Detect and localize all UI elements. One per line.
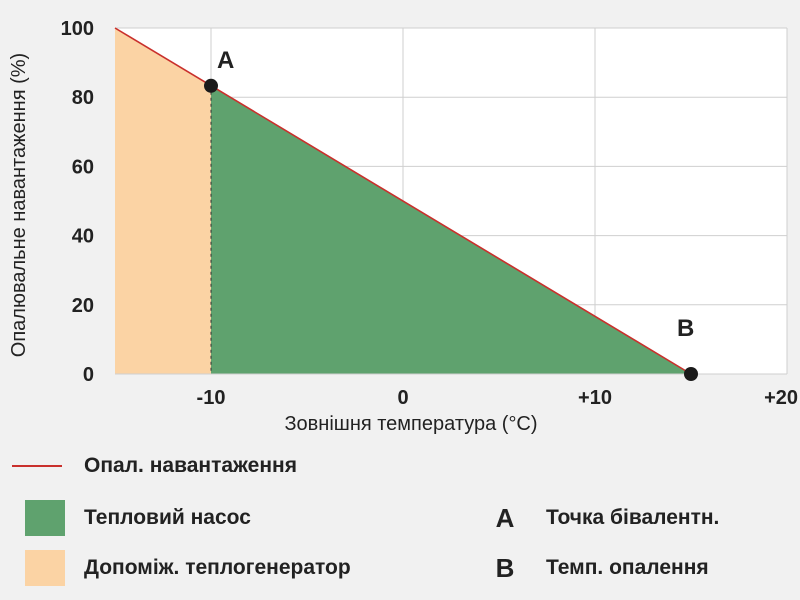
x-axis-title: Зовнішня температура (°C) xyxy=(284,413,537,435)
legend: Опал. навантаження Тепловий насос Допомі… xyxy=(0,440,800,600)
y-tick-label: 80 xyxy=(72,87,94,109)
legend-item-point-a: A Точка бівалентн. xyxy=(488,498,720,538)
legend-item-aux-generator: Допоміж. теплогенератор xyxy=(0,548,351,588)
x-tick-label: 0 xyxy=(397,387,408,409)
point-b-label: B xyxy=(677,315,694,342)
y-tick-label: 100 xyxy=(61,18,94,40)
chart-points: AB xyxy=(204,47,698,381)
y-tick-label: 40 xyxy=(72,226,94,248)
legend-line-swatch xyxy=(12,465,62,467)
legend-letter-b: B xyxy=(495,552,515,583)
legend-item-heating-load: Опал. навантаження xyxy=(0,453,297,479)
legend-label-aux-generator: Допоміж. теплогенератор xyxy=(84,556,351,579)
legend-label-heat-pump: Тепловий насос xyxy=(84,506,251,529)
legend-label-heating-load: Опал. навантаження xyxy=(84,454,297,477)
point-a-marker xyxy=(204,78,218,93)
point-b-marker xyxy=(684,367,698,381)
legend-item-heat-pump: Тепловий насос xyxy=(0,498,251,538)
x-tick-label: +20 xyxy=(764,387,798,409)
y-tick-label: 0 xyxy=(83,364,94,386)
legend-label-point-b: Темп. опалення xyxy=(546,556,709,579)
legend-swatch-heat-pump xyxy=(25,500,65,536)
region-aux-generator xyxy=(115,28,211,374)
legend-item-point-b: B Темп. опалення xyxy=(488,548,709,588)
legend-label-point-a: Точка бівалентн. xyxy=(546,506,720,529)
chart-ticks: 0 20 40 60 80 100 -10 0 +10 +20 xyxy=(61,18,798,409)
legend-swatch-aux-generator xyxy=(25,550,65,586)
legend-letter-a: A xyxy=(495,502,515,533)
x-tick-label: -10 xyxy=(197,387,226,409)
y-axis-title: Опалювальне навантаження (%) xyxy=(8,53,30,357)
y-tick-label: 60 xyxy=(72,156,94,178)
x-tick-label: +10 xyxy=(578,387,612,409)
y-tick-label: 20 xyxy=(72,295,94,317)
point-a-label: A xyxy=(217,47,234,74)
